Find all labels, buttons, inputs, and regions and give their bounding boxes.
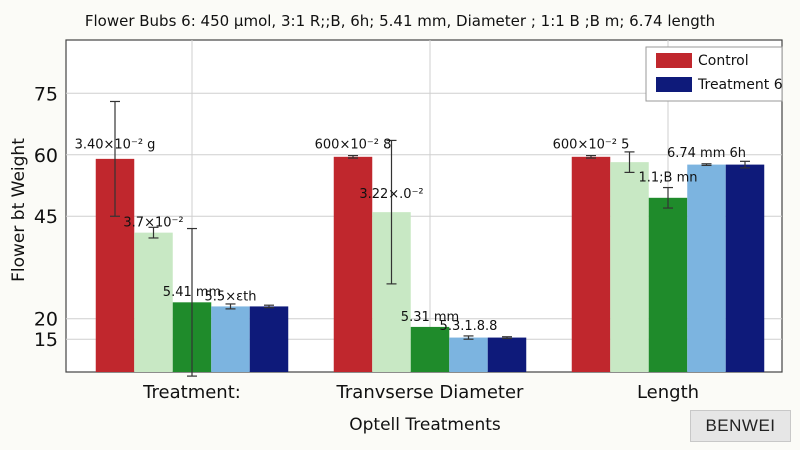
data-label-0: 3.40×10⁻² g xyxy=(75,138,156,153)
legend: Control Treatment 6 xyxy=(645,46,783,102)
bar-1-3 xyxy=(449,337,488,372)
bars xyxy=(95,156,765,372)
bar-1-2 xyxy=(410,326,450,372)
error-bars xyxy=(110,100,750,377)
bar-2-4 xyxy=(725,164,765,372)
data-label-10: 6.74 mm 6h xyxy=(667,146,746,161)
x-axis-title: Optell Treatments xyxy=(349,415,501,435)
data-label-8: 600×10⁻² 5 xyxy=(553,138,630,153)
legend-label-treatment-6: Treatment 6 xyxy=(697,77,783,93)
bar-0-4 xyxy=(249,306,289,372)
x-category-label-2: Length xyxy=(637,382,699,403)
bar-0-3 xyxy=(211,306,250,372)
y-tick-label-4: 75 xyxy=(34,83,58,105)
x-category-labels: Treatment: Tranvserse Diameter Length xyxy=(142,382,699,403)
data-labels: 3.40×10⁻² g 3.7×10⁻² 5.41 mm5.5×εth 600×10⁻… xyxy=(75,138,746,334)
legend-swatch-control xyxy=(656,53,692,68)
bar-2-3 xyxy=(687,164,726,372)
y-tick-label-2: 45 xyxy=(34,206,58,228)
y-tick-label-1: 20 xyxy=(34,309,58,331)
bar-1-4 xyxy=(487,337,527,372)
bar-0-1 xyxy=(134,232,173,372)
data-label-3: 5.5×εth xyxy=(205,289,257,304)
data-label-7: 5.3.1.8.8 xyxy=(440,319,498,334)
data-label-6: 5.31 mm xyxy=(401,310,459,325)
bar-2-1 xyxy=(610,162,649,372)
legend-swatch-treatment-6 xyxy=(656,77,692,92)
y-tick-label-0: 15 xyxy=(34,329,58,351)
legend-label-control: Control xyxy=(698,53,749,69)
x-category-label-1: Tranvserse Diameter xyxy=(336,382,524,403)
bar-2-0 xyxy=(571,156,611,372)
watermark-badge: BENWEI xyxy=(690,410,791,442)
data-label-4: 600×10⁻² 8 xyxy=(315,138,392,153)
y-axis-title: Flower bt Weight xyxy=(9,138,29,282)
bar-1-0 xyxy=(333,156,373,372)
data-label-1: 3.7×10⁻² xyxy=(123,215,183,230)
x-category-label-0: Treatment: xyxy=(142,382,241,403)
data-label-2: 5.41 mm xyxy=(163,285,221,300)
chart-title: Flower Bubs 6: 450 µmol, 3:1 R;;B, 6h; 5… xyxy=(84,12,716,30)
data-label-9: 1.1;B mn xyxy=(638,170,697,185)
data-label-5: 3.22×.0⁻² xyxy=(359,187,423,202)
y-tick-label-3: 60 xyxy=(34,145,58,167)
bar-2-2 xyxy=(648,197,688,372)
